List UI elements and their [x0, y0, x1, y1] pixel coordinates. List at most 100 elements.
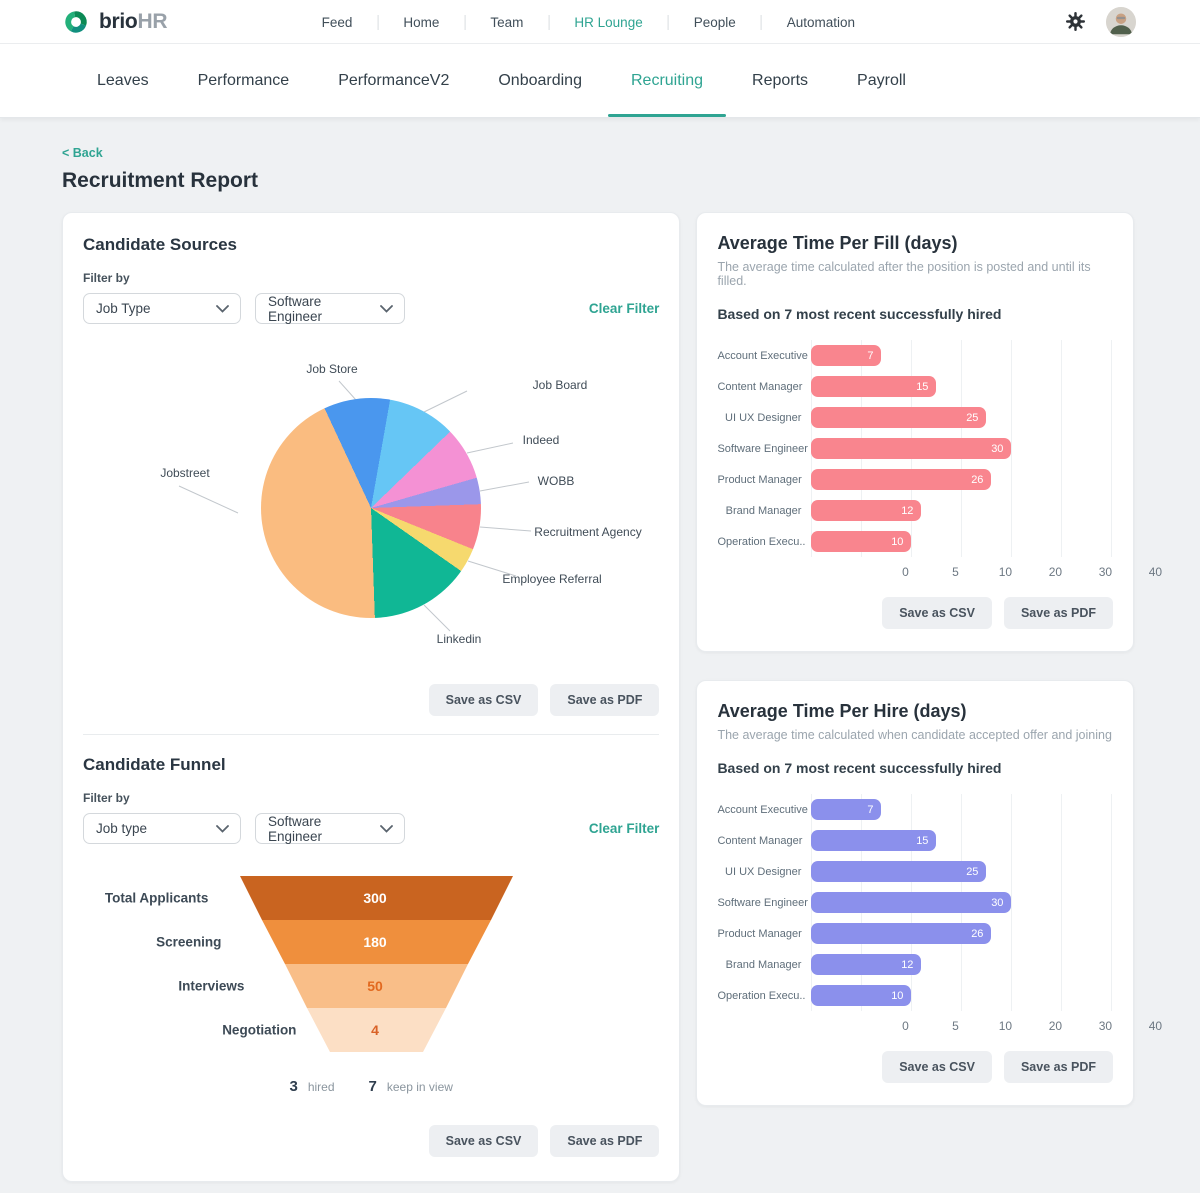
funnel-band — [307, 1008, 447, 1052]
pie-label-indeed: Indeed — [522, 433, 560, 447]
funnel-stage-row: Negotiation 4 — [83, 1008, 659, 1052]
avg-time-fill-subtitle: The average time calculated after the po… — [717, 260, 1091, 288]
funnel-stage-value: 300 — [363, 890, 387, 906]
nav-divider — [667, 14, 669, 30]
axis-tick-label: 5 — [952, 1019, 959, 1033]
avg-time-fill-title: Average Time Per Fill (days) — [717, 233, 958, 253]
filter-by-label: Filter by — [83, 791, 130, 805]
pie-label-employee-referral: Employee Referral — [502, 572, 602, 586]
nav-item-home[interactable]: Home — [403, 14, 440, 30]
bar-x-axis: 0 5 10 20 30 40 — [811, 563, 1162, 581]
funnel-job-dropdown[interactable]: Software Engineer — [255, 813, 405, 844]
bar-category-label: UI UX Designer — [725, 411, 802, 424]
nav-item-hr-lounge[interactable]: HR Lounge — [574, 14, 643, 30]
bar-value-label: 30 — [991, 442, 1004, 455]
tab-payroll[interactable]: Payroll — [857, 71, 906, 89]
bar-category-label: Account Executive — [717, 803, 808, 816]
funnel-clear-filter-link[interactable]: Clear Filter — [588, 821, 660, 836]
fill-save-csv-button[interactable]: Save as CSV — [882, 597, 992, 629]
bar-value-label: 12 — [901, 958, 914, 971]
nav-item-people[interactable]: People — [693, 14, 736, 30]
bar-row: Brand Manager 12 — [717, 949, 1113, 980]
axis-tick-label: 40 — [1148, 565, 1163, 579]
sources-save-pdf-button[interactable]: Save as PDF — [550, 684, 660, 716]
bar-row: Product Manager 26 — [717, 464, 1113, 495]
bar: 15 — [811, 376, 937, 397]
bar-value-label: 10 — [891, 535, 904, 548]
candidate-funnel-title: Candidate Funnel — [83, 755, 226, 774]
bar: 25 — [811, 407, 987, 428]
funnel-stage-row: Interviews 50 — [83, 964, 659, 1008]
bar-category-label: Operation Execu.. — [717, 989, 806, 1002]
bar-row: UI UX Designer 25 — [717, 402, 1113, 433]
funnel-job-type-dropdown[interactable]: Job type — [83, 813, 241, 844]
fill-save-pdf-button[interactable]: Save as PDF — [1003, 597, 1113, 629]
gridline — [1111, 340, 1113, 557]
nav-item-feed[interactable]: Feed — [321, 14, 353, 30]
funnel-band — [240, 876, 514, 920]
bar: 7 — [811, 345, 882, 366]
section-divider — [83, 734, 660, 735]
axis-tick-label: 40 — [1148, 1019, 1163, 1033]
bar: 15 — [811, 830, 937, 851]
avg-time-hire-title: Average Time Per Hire (days) — [717, 701, 967, 721]
pie-label-linkedin: Linkedin — [436, 632, 482, 646]
bar-value-label: 25 — [966, 865, 979, 878]
hire-save-csv-button[interactable]: Save as CSV — [882, 1051, 992, 1083]
funnel-job-type-dropdown-value: Job type — [96, 821, 148, 836]
brand-logo[interactable]: brioHR — [62, 8, 168, 36]
back-link[interactable]: < Back — [62, 146, 103, 160]
hired-label: hired — [307, 1080, 335, 1094]
hire-save-pdf-button[interactable]: Save as PDF — [1003, 1051, 1113, 1083]
tab-recruiting[interactable]: Recruiting — [607, 44, 727, 117]
clear-filter-link[interactable]: Clear Filter — [588, 301, 660, 316]
nav-divider — [377, 14, 379, 30]
keep-in-view-count: 7 — [368, 1078, 377, 1095]
bar: 12 — [811, 500, 922, 521]
funnel-stage-label: Screening — [156, 934, 222, 950]
gridline — [1111, 794, 1113, 1011]
top-header: brioHR Feed Home Team HR Lounge People A… — [0, 0, 1200, 44]
bar-row: Software Engineer 30 — [717, 433, 1113, 464]
card-avg-time-per-fill: Average Time Per Fill (days) The average… — [696, 212, 1162, 652]
bar-value-label: 12 — [901, 504, 914, 517]
job-dropdown[interactable]: Software Engineer — [255, 293, 405, 324]
bar-category-label: Brand Manager — [725, 504, 802, 517]
bar-category-label: Product Manager — [717, 927, 802, 940]
tab-leaves[interactable]: Leaves — [97, 71, 149, 89]
job-type-dropdown[interactable]: Job Type — [83, 293, 241, 324]
avg-time-fill-bar-chart: Account Executive 7 Content Manager 15 UI UX… — [717, 340, 1162, 581]
chevron-down-icon — [380, 824, 393, 833]
sources-save-csv-button[interactable]: Save as CSV — [428, 684, 539, 716]
avg-time-hire-based-on: Based on 7 most recent successfully hire… — [717, 760, 1002, 776]
axis-tick-label: 5 — [952, 565, 959, 579]
tab-performancev2[interactable]: PerformanceV2 — [338, 71, 450, 89]
tab-onboarding[interactable]: Onboarding — [498, 71, 582, 89]
nav-divider — [548, 14, 550, 30]
user-avatar[interactable] — [1106, 6, 1136, 37]
bar-x-axis: 0 5 10 20 30 40 — [811, 1017, 1162, 1035]
pie-label-jobstreet: Jobstreet — [160, 466, 210, 480]
bar: 7 — [811, 799, 882, 820]
settings-gear-icon[interactable] — [1065, 11, 1086, 32]
candidate-sources-pie-chart: Job Store Job Board Indeed WOBB Recruitm… — [83, 340, 659, 670]
bar-category-label: Operation Execu.. — [717, 535, 806, 548]
nav-item-automation[interactable]: Automation — [786, 14, 856, 30]
tab-performance[interactable]: Performance — [197, 71, 290, 89]
keep-in-view-label: keep in view — [386, 1080, 453, 1094]
axis-tick-label: 20 — [1048, 565, 1063, 579]
bar: 10 — [811, 985, 912, 1006]
bar-category-label: Software Engineer — [717, 896, 808, 909]
pie-label-job-board: Job Board — [532, 378, 588, 392]
primary-nav: Feed Home Team HR Lounge People Automati… — [297, 0, 880, 44]
bar-category-label: Brand Manager — [725, 958, 802, 971]
pie-label-job-store: Job Store — [306, 362, 358, 376]
gridline — [1011, 794, 1013, 1011]
bar-value-label: 15 — [916, 380, 929, 393]
funnel-save-csv-button[interactable]: Save as CSV — [428, 1125, 539, 1157]
tab-reports[interactable]: Reports — [752, 71, 809, 89]
funnel-save-pdf-button[interactable]: Save as PDF — [550, 1125, 660, 1157]
nav-item-team[interactable]: Team — [490, 14, 524, 30]
funnel-job-dropdown-value: Software Engineer — [268, 813, 323, 844]
pie-label-wobb: WOBB — [537, 474, 575, 488]
